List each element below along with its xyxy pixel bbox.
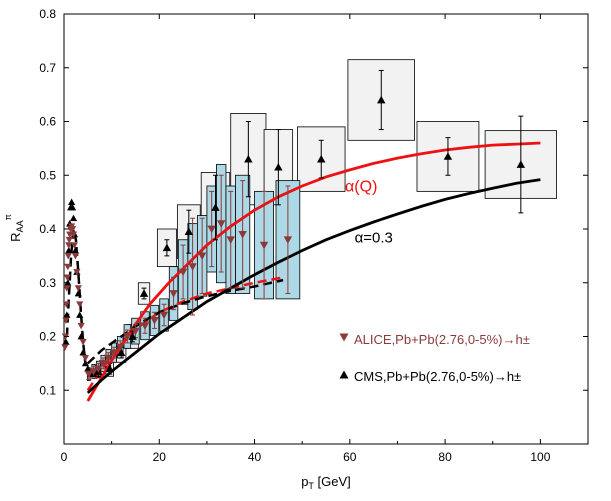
alice-marker bbox=[70, 242, 79, 249]
cms-marker bbox=[184, 227, 194, 236]
alice-marker bbox=[188, 263, 197, 271]
alice-marker bbox=[71, 252, 80, 260]
y-tick-label: 0.2 bbox=[39, 330, 56, 344]
alice-marker bbox=[104, 354, 113, 363]
cms-marker bbox=[65, 246, 73, 254]
cms-marker bbox=[74, 289, 82, 297]
cms-marker bbox=[68, 203, 77, 211]
cms-marker bbox=[81, 359, 90, 367]
cms-marker bbox=[443, 152, 453, 160]
alice-marker bbox=[69, 231, 78, 238]
alice-marker bbox=[63, 274, 71, 281]
alice-marker bbox=[76, 301, 84, 308]
alice-marker bbox=[169, 290, 178, 298]
alice-marker bbox=[61, 344, 69, 351]
cms-marker bbox=[84, 365, 92, 372]
alice-marker bbox=[259, 241, 269, 250]
alice-marker bbox=[226, 236, 235, 244]
alice-marker bbox=[65, 242, 73, 249]
x-tick-label: 80 bbox=[438, 450, 452, 464]
alice-marker bbox=[84, 370, 93, 379]
x-tick-label: 40 bbox=[248, 450, 262, 464]
y-tick-label: 0.8 bbox=[39, 7, 56, 21]
x-tick-label: 100 bbox=[530, 450, 550, 464]
alice-marker bbox=[64, 252, 72, 260]
legend-alice-marker bbox=[339, 333, 349, 342]
cms-marker bbox=[211, 203, 220, 211]
alice-marker bbox=[89, 368, 98, 376]
x-tick-label: 60 bbox=[343, 450, 357, 464]
alice-marker bbox=[63, 285, 71, 292]
alice-marker bbox=[207, 225, 216, 234]
alice-marker bbox=[65, 236, 73, 244]
y-tick-label: 0.1 bbox=[39, 383, 56, 397]
legend-cms-label: CMS,Pb+Pb(2.76,0-5%)→h± bbox=[354, 369, 521, 384]
y-tick-label: 0.7 bbox=[39, 61, 56, 75]
cms-marker bbox=[274, 162, 283, 171]
axis-ticks: 0 20 40 60 80 100 0.1 0.2 0.3 0.4 0.5 0.6 0.7 0.8 bbox=[39, 7, 588, 464]
legend-cms-marker bbox=[339, 370, 349, 379]
y-tick-label: 0.4 bbox=[39, 222, 56, 236]
alice-marker bbox=[178, 268, 188, 277]
alice-marker bbox=[62, 301, 70, 308]
x-tick-label: 0 bbox=[61, 450, 68, 464]
alice-marker bbox=[62, 317, 70, 324]
alice-marker bbox=[238, 231, 247, 239]
cms-marker bbox=[128, 332, 137, 340]
y-tick-label: 0.3 bbox=[39, 276, 56, 290]
annotation-alpha-03: α=0.3 bbox=[355, 229, 393, 246]
alice-marker bbox=[159, 311, 169, 320]
cms-marker bbox=[63, 311, 71, 318]
y-tick-label: 0.6 bbox=[39, 115, 56, 129]
alice-marker bbox=[140, 322, 150, 330]
curve-low-pt-black-dashed bbox=[65, 228, 87, 364]
alice-marker bbox=[283, 236, 293, 244]
cms-marker bbox=[516, 160, 526, 168]
alice-marker bbox=[197, 252, 207, 261]
alice-marker bbox=[116, 343, 125, 352]
alice-marker bbox=[77, 322, 85, 330]
alice-marker bbox=[94, 365, 103, 373]
alice-marker bbox=[217, 220, 226, 228]
cms-marker bbox=[71, 246, 80, 254]
model-curves bbox=[65, 141, 541, 402]
alice-marker bbox=[74, 285, 82, 292]
cms-marker bbox=[105, 364, 114, 373]
alice-marker bbox=[150, 317, 159, 325]
annotation-alpha-q: α(Q) bbox=[345, 178, 377, 195]
cms-marker bbox=[116, 348, 126, 356]
x-axis-label: pT [GeV] bbox=[301, 474, 351, 491]
cms-marker bbox=[77, 332, 85, 340]
alice-marker bbox=[98, 360, 108, 368]
alice-marker bbox=[131, 327, 140, 336]
cms-marker bbox=[69, 214, 78, 222]
curve--0-3 bbox=[86, 178, 541, 394]
alice-marker bbox=[109, 349, 119, 357]
alice-marker bbox=[73, 269, 81, 276]
legend-alice-label: ALICE,Pb+Pb(2.76,0-5%)→h± bbox=[354, 332, 530, 347]
cms-marker bbox=[139, 289, 149, 297]
cms-marker bbox=[68, 198, 76, 206]
curve--0-3-dashed bbox=[86, 278, 284, 365]
curve--q- bbox=[86, 141, 541, 402]
alice-marker bbox=[79, 338, 87, 346]
y-tick-label: 0.5 bbox=[39, 168, 56, 182]
y-axis-label: RAAπ bbox=[3, 214, 25, 242]
cms-marker bbox=[377, 95, 386, 104]
cms-marker bbox=[79, 349, 87, 356]
legend: ALICE,Pb+Pb(2.76,0-5%)→h± CMS,Pb+Pb(2.76… bbox=[339, 332, 530, 384]
alice-marker bbox=[64, 263, 72, 271]
x-tick-label: 20 bbox=[153, 450, 167, 464]
cms-marker bbox=[162, 243, 172, 252]
alice-marker bbox=[68, 226, 77, 233]
cms-marker bbox=[76, 311, 84, 318]
alice-marker bbox=[81, 355, 90, 362]
cms-marker bbox=[244, 154, 253, 163]
cms-marker bbox=[317, 154, 326, 163]
alice-marker bbox=[123, 333, 132, 341]
cms-marker bbox=[62, 338, 70, 345]
